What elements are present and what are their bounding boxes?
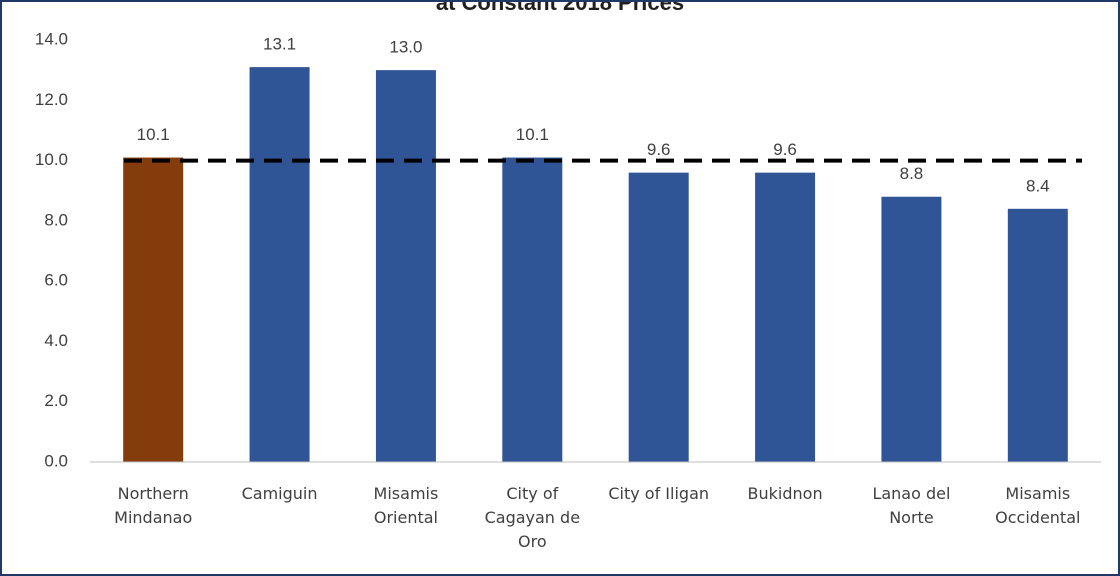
x-tick-label: City of Cagayan de Oro — [484, 484, 581, 551]
y-tick-label: 8.0 — [44, 210, 68, 229]
bar — [123, 157, 184, 463]
data-label: 9.6 — [647, 140, 671, 159]
bar — [249, 67, 310, 462]
x-tick-label: Camiguin — [241, 484, 318, 503]
data-label: 8.8 — [900, 164, 924, 183]
x-tick-label: Bukidnon — [747, 484, 823, 503]
y-tick-label: 6.0 — [44, 271, 68, 290]
y-tick-label: 14.0 — [35, 29, 68, 48]
data-label: 13.1 — [263, 35, 296, 54]
chart-title: at Constant 2018 Prices — [436, 2, 684, 15]
y-tick-label: 4.0 — [44, 331, 68, 350]
y-tick-label: 12.0 — [35, 90, 68, 109]
data-label: 9.6 — [773, 140, 797, 159]
data-label: 10.1 — [137, 125, 170, 144]
x-tick-label: Northern Mindanao — [114, 484, 193, 527]
x-tick-label: Misamis Occidental — [995, 484, 1081, 527]
y-tick-label: 2.0 — [44, 391, 68, 410]
y-tick-label: 10.0 — [35, 150, 68, 169]
bar — [755, 172, 816, 462]
data-label: 10.1 — [516, 125, 549, 144]
bar — [628, 172, 689, 462]
bar — [502, 157, 563, 463]
y-tick-label: 0.0 — [44, 451, 68, 470]
bar — [881, 196, 942, 462]
x-tick-label: City of Iligan — [608, 484, 710, 503]
x-tick-label: Misamis Oriental — [373, 484, 439, 527]
data-label: 8.4 — [1026, 176, 1050, 195]
bar — [1007, 208, 1068, 462]
x-tick-label: Lanao del Norte — [872, 484, 951, 527]
data-label: 13.0 — [389, 38, 422, 57]
bar — [375, 70, 436, 463]
